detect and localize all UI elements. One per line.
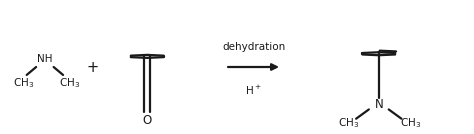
Text: CH$_3$: CH$_3$	[338, 116, 360, 130]
Text: O: O	[143, 113, 152, 126]
Text: NH: NH	[37, 54, 53, 64]
Text: H$^+$: H$^+$	[245, 84, 262, 97]
Text: CH$_3$: CH$_3$	[400, 116, 421, 130]
Text: +: +	[87, 59, 99, 75]
Text: N: N	[374, 98, 383, 111]
Text: CH$_3$: CH$_3$	[13, 76, 34, 90]
Text: dehydration: dehydration	[222, 42, 285, 52]
Text: CH$_3$: CH$_3$	[59, 76, 80, 90]
